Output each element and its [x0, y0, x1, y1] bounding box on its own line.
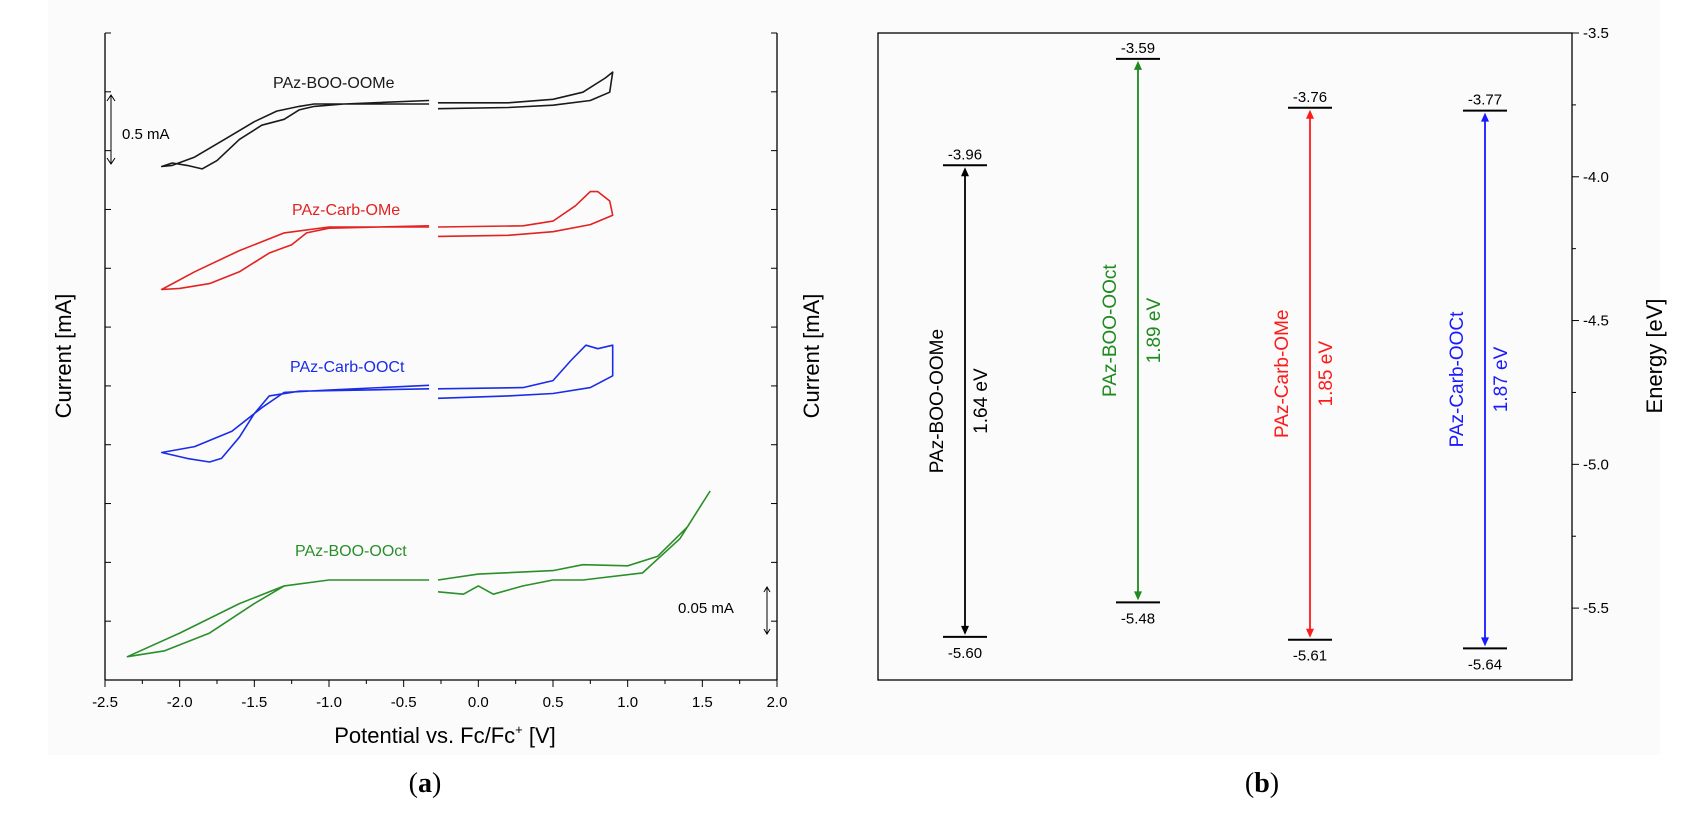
material-name-label: PAz-Carb-OOCt: [1447, 311, 1468, 448]
panel-b-frame: [877, 32, 1573, 681]
gap-arrow-head-down: [1306, 628, 1314, 638]
gap-arrow-head-down: [1481, 637, 1489, 647]
energy-axis-ticks: -3.5 -4.0 -4.5 -5.0 -5.5: [1572, 25, 1609, 617]
x-tick-label: -0.5: [391, 694, 417, 711]
band-gap-label: 1.87 eV: [1491, 346, 1512, 412]
energy-tick-label: -5.5: [1583, 600, 1609, 617]
homo-value: -5.64: [1468, 656, 1502, 673]
cv-curve-cathodic: [160, 384, 430, 463]
cv-curves: [126, 71, 711, 658]
scale-bar-right-label: 0.05 mA: [678, 600, 734, 617]
panel-a-caption: (a): [409, 768, 442, 799]
gap-arrow-head-up: [961, 167, 969, 177]
x-tick-label: 1.5: [692, 694, 713, 711]
material-paz-boo-oome: -3.96 -5.60 PAz-BOO-OOMe 1.64 eV: [927, 146, 992, 662]
gap-arrow-head-up: [1306, 109, 1314, 119]
lumo-value: -3.76: [1293, 89, 1327, 106]
panel-a-cv-plot: -2.5 -2.0 -1.5 -1.0 -0.5 0.0 0.5 1.0 1.5 2.0 PAz-…: [51, 32, 824, 799]
band-gap-label: 1.85 eV: [1316, 341, 1337, 407]
cv-curve-cathodic: [126, 579, 430, 658]
cv-curve-cathodic: [160, 225, 430, 291]
y-ticks: [105, 32, 777, 681]
x-axis-title: Potential vs. Fc/Fc+ [V]: [334, 722, 556, 748]
y-axis-title-left: Current [mA]: [51, 294, 76, 419]
scale-bar-right: 0.05 mA: [678, 586, 771, 635]
x-tick-label: 2.0: [767, 694, 788, 711]
label-paz-boo-oome: PAz-BOO-OOMe: [273, 75, 395, 92]
homo-value: -5.61: [1293, 648, 1327, 665]
gap-arrow-head-down: [961, 625, 969, 635]
energy-axis-title: Energy [eV]: [1642, 299, 1667, 414]
cv-curve-anodic: [437, 490, 711, 595]
panel-a-background: [48, 0, 800, 755]
gap-arrow-head-up: [1481, 112, 1489, 122]
material-name-label: PAz-Carb-OMe: [1272, 310, 1293, 438]
y-axis-title-right: Current [mA]: [799, 294, 824, 419]
x-tick-label: -2.5: [92, 694, 118, 711]
homo-value: -5.60: [948, 645, 982, 662]
cv-curve-anodic: [437, 71, 614, 110]
x-tick-label: -2.0: [167, 694, 193, 711]
material-paz-carb-ome: -3.76 -5.61 PAz-Carb-OMe 1.85 eV: [1272, 89, 1337, 665]
band-gap-label: 1.64 eV: [971, 368, 992, 434]
x-tick-label: -1.0: [316, 694, 342, 711]
panel-b-background: [800, 0, 1660, 755]
x-tick-label: 1.0: [617, 694, 638, 711]
scale-bar-left-label: 0.5 mA: [122, 126, 170, 143]
energy-levels: -3.96 -5.60 PAz-BOO-OOMe 1.64 eV -3.59 -5.48 P…: [927, 40, 1512, 673]
material-paz-carb-ooct: -3.77 -5.64 PAz-Carb-OOCt 1.87 eV: [1447, 92, 1512, 674]
material-name-label: PAz-BOO-OOMe: [927, 329, 948, 473]
energy-tick-label: -3.5: [1583, 25, 1609, 42]
cv-curve-anodic: [437, 190, 614, 238]
panel-b-energy-diagram: -3.5 -4.0 -4.5 -5.0 -5.5 -3.96 -5.60 PAz-BOO-O…: [877, 25, 1667, 799]
energy-tick-label: -4.0: [1583, 169, 1609, 186]
lumo-value: -3.59: [1121, 40, 1155, 57]
x-ticks: -2.5 -2.0 -1.5 -1.0 -0.5 0.0 0.5 1.0 1.5 2.0: [92, 680, 787, 711]
panel-b-caption: (b): [1245, 768, 1279, 799]
energy-tick-label: -4.5: [1583, 313, 1609, 330]
gap-arrow-head-up: [1134, 60, 1142, 70]
homo-value: -5.48: [1121, 610, 1155, 627]
gap-arrow-head-down: [1134, 591, 1142, 601]
label-paz-carb-ooct: PAz-Carb-OOCt: [290, 359, 405, 376]
scale-bar-left: 0.5 mA: [106, 94, 170, 165]
band-gap-label: 1.89 eV: [1144, 298, 1165, 364]
label-paz-carb-ome: PAz-Carb-OMe: [292, 202, 400, 219]
energy-tick-label: -5.0: [1583, 456, 1609, 473]
x-tick-label: 0.5: [543, 694, 564, 711]
x-tick-label: 0.0: [468, 694, 489, 711]
x-tick-label: -1.5: [241, 694, 267, 711]
material-paz-boo-ooct: -3.59 -5.48 PAz-BOO-OOct 1.89 eV: [1100, 40, 1165, 627]
lumo-value: -3.77: [1468, 92, 1502, 109]
material-name-label: PAz-BOO-OOct: [1100, 264, 1121, 397]
cv-curve-cathodic: [160, 99, 430, 170]
label-paz-boo-ooct: PAz-BOO-OOct: [295, 543, 407, 560]
cv-curve-anodic: [437, 344, 614, 400]
lumo-value: -3.96: [948, 146, 982, 163]
